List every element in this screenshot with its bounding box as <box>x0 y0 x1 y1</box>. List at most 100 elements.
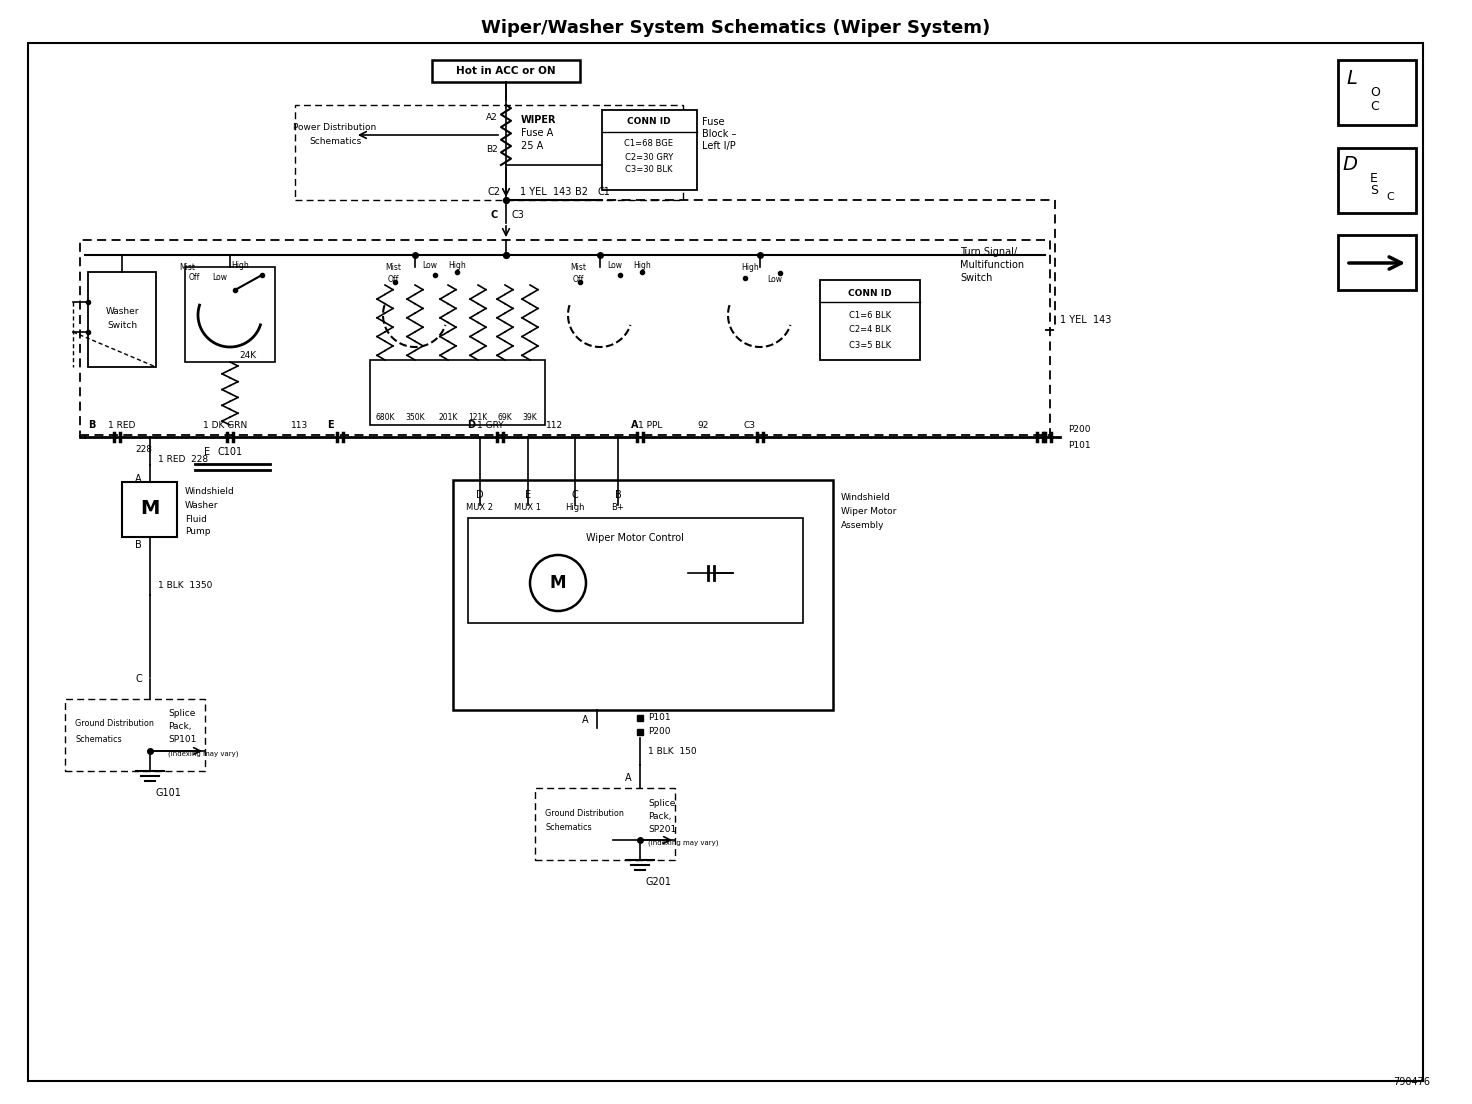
Text: Pack,: Pack, <box>648 811 671 820</box>
Text: CONN ID: CONN ID <box>848 288 892 297</box>
Text: C1=6 BLK: C1=6 BLK <box>849 310 891 319</box>
Text: C3: C3 <box>743 421 757 429</box>
Text: 680K: 680K <box>375 414 394 423</box>
Bar <box>534 788 676 860</box>
Text: 201K: 201K <box>439 414 458 423</box>
Text: Left I/P: Left I/P <box>702 141 736 151</box>
Text: Fuse: Fuse <box>702 117 724 127</box>
Text: Multifunction: Multifunction <box>960 261 1025 270</box>
Text: Fluid: Fluid <box>185 514 208 523</box>
Bar <box>820 280 920 360</box>
Text: Pump: Pump <box>185 528 210 537</box>
Text: P101: P101 <box>1069 440 1091 449</box>
Text: C3=30 BLK: C3=30 BLK <box>626 166 673 174</box>
Text: Ground Distribution: Ground Distribution <box>75 720 155 729</box>
Text: P200: P200 <box>1069 425 1091 434</box>
Text: B: B <box>88 420 96 429</box>
Text: CONN ID: CONN ID <box>627 117 671 127</box>
Text: Block –: Block – <box>702 129 736 139</box>
Text: 1 GRY: 1 GRY <box>477 421 503 429</box>
Bar <box>65 699 205 771</box>
Text: Mist: Mist <box>570 264 586 273</box>
Text: E: E <box>526 490 531 500</box>
Text: B+: B+ <box>612 503 624 512</box>
Text: Mist: Mist <box>180 264 194 273</box>
Text: High: High <box>633 261 651 269</box>
Text: Splice: Splice <box>648 798 676 807</box>
Text: C: C <box>1370 99 1379 113</box>
Text: (Indexing may vary): (Indexing may vary) <box>168 751 238 757</box>
Text: C101: C101 <box>218 447 243 457</box>
Text: E: E <box>1370 171 1378 184</box>
Text: 1 YEL  143: 1 YEL 143 <box>1060 315 1111 325</box>
Text: 24K: 24K <box>240 350 256 360</box>
Text: C: C <box>571 490 578 500</box>
Text: 1 DK GRN: 1 DK GRN <box>203 421 247 429</box>
Text: E: E <box>327 420 333 429</box>
Text: 1 BLK  150: 1 BLK 150 <box>648 747 696 756</box>
Text: 1 PPL: 1 PPL <box>637 421 662 429</box>
Bar <box>369 360 545 425</box>
Text: Mist: Mist <box>386 264 400 273</box>
Text: SP201: SP201 <box>648 825 676 834</box>
Text: O: O <box>1370 85 1379 98</box>
Bar <box>431 60 580 82</box>
Text: 113: 113 <box>291 421 309 429</box>
Text: C: C <box>135 675 141 684</box>
Text: 1 RED  228: 1 RED 228 <box>158 455 208 464</box>
Text: Pack,: Pack, <box>168 722 191 732</box>
Text: 228: 228 <box>135 445 153 454</box>
Bar <box>88 272 156 367</box>
Text: M: M <box>140 499 159 519</box>
Text: Turn Signal/: Turn Signal/ <box>960 247 1017 257</box>
Text: Low: Low <box>608 261 623 269</box>
Text: SP101: SP101 <box>168 735 196 744</box>
Text: 1 BLK  1350: 1 BLK 1350 <box>158 581 212 590</box>
Text: B: B <box>135 540 141 550</box>
Text: 112: 112 <box>546 421 564 429</box>
Text: C2: C2 <box>487 187 500 197</box>
Text: C2=30 GRY: C2=30 GRY <box>626 152 673 161</box>
Text: A: A <box>630 420 637 429</box>
Text: Off: Off <box>573 276 584 285</box>
Text: 69K: 69K <box>498 414 512 423</box>
Text: B2: B2 <box>576 187 589 197</box>
Text: MUX 2: MUX 2 <box>467 503 493 512</box>
Text: C2=4 BLK: C2=4 BLK <box>849 326 891 335</box>
Bar <box>79 240 1050 435</box>
Text: Schematics: Schematics <box>309 138 361 147</box>
Text: C: C <box>1387 192 1394 202</box>
Text: Switch: Switch <box>960 273 992 283</box>
Bar <box>453 480 833 710</box>
Text: Wiper Motor: Wiper Motor <box>841 508 896 517</box>
Text: Schematics: Schematics <box>75 734 122 743</box>
Text: Low: Low <box>422 261 437 269</box>
Text: High: High <box>565 503 584 512</box>
Text: 790476: 790476 <box>1393 1078 1429 1087</box>
Text: C1: C1 <box>598 187 611 197</box>
Bar <box>602 110 698 190</box>
Text: WIPER: WIPER <box>521 115 556 125</box>
Text: Splice: Splice <box>168 710 196 719</box>
Text: Ground Distribution: Ground Distribution <box>545 808 624 817</box>
Text: Low: Low <box>767 276 783 285</box>
Bar <box>468 518 804 623</box>
Text: Switch: Switch <box>107 321 137 330</box>
Text: A2: A2 <box>486 114 498 123</box>
Text: (Indexing may vary): (Indexing may vary) <box>648 840 718 847</box>
Text: Off: Off <box>387 276 399 285</box>
Text: D: D <box>467 420 475 429</box>
Text: 350K: 350K <box>405 414 425 423</box>
Bar <box>1338 60 1416 125</box>
Text: $L$: $L$ <box>1347 68 1357 87</box>
Text: B2: B2 <box>486 146 498 155</box>
Text: 1 RED: 1 RED <box>107 421 135 429</box>
Text: 92: 92 <box>698 421 708 429</box>
Bar <box>122 482 177 537</box>
Text: Washer: Washer <box>185 500 218 510</box>
Text: C: C <box>490 210 498 220</box>
Text: B: B <box>615 490 621 500</box>
Text: C1=68 BGE: C1=68 BGE <box>624 139 674 149</box>
Text: $D$: $D$ <box>1342 156 1359 174</box>
Text: Assembly: Assembly <box>841 521 885 531</box>
